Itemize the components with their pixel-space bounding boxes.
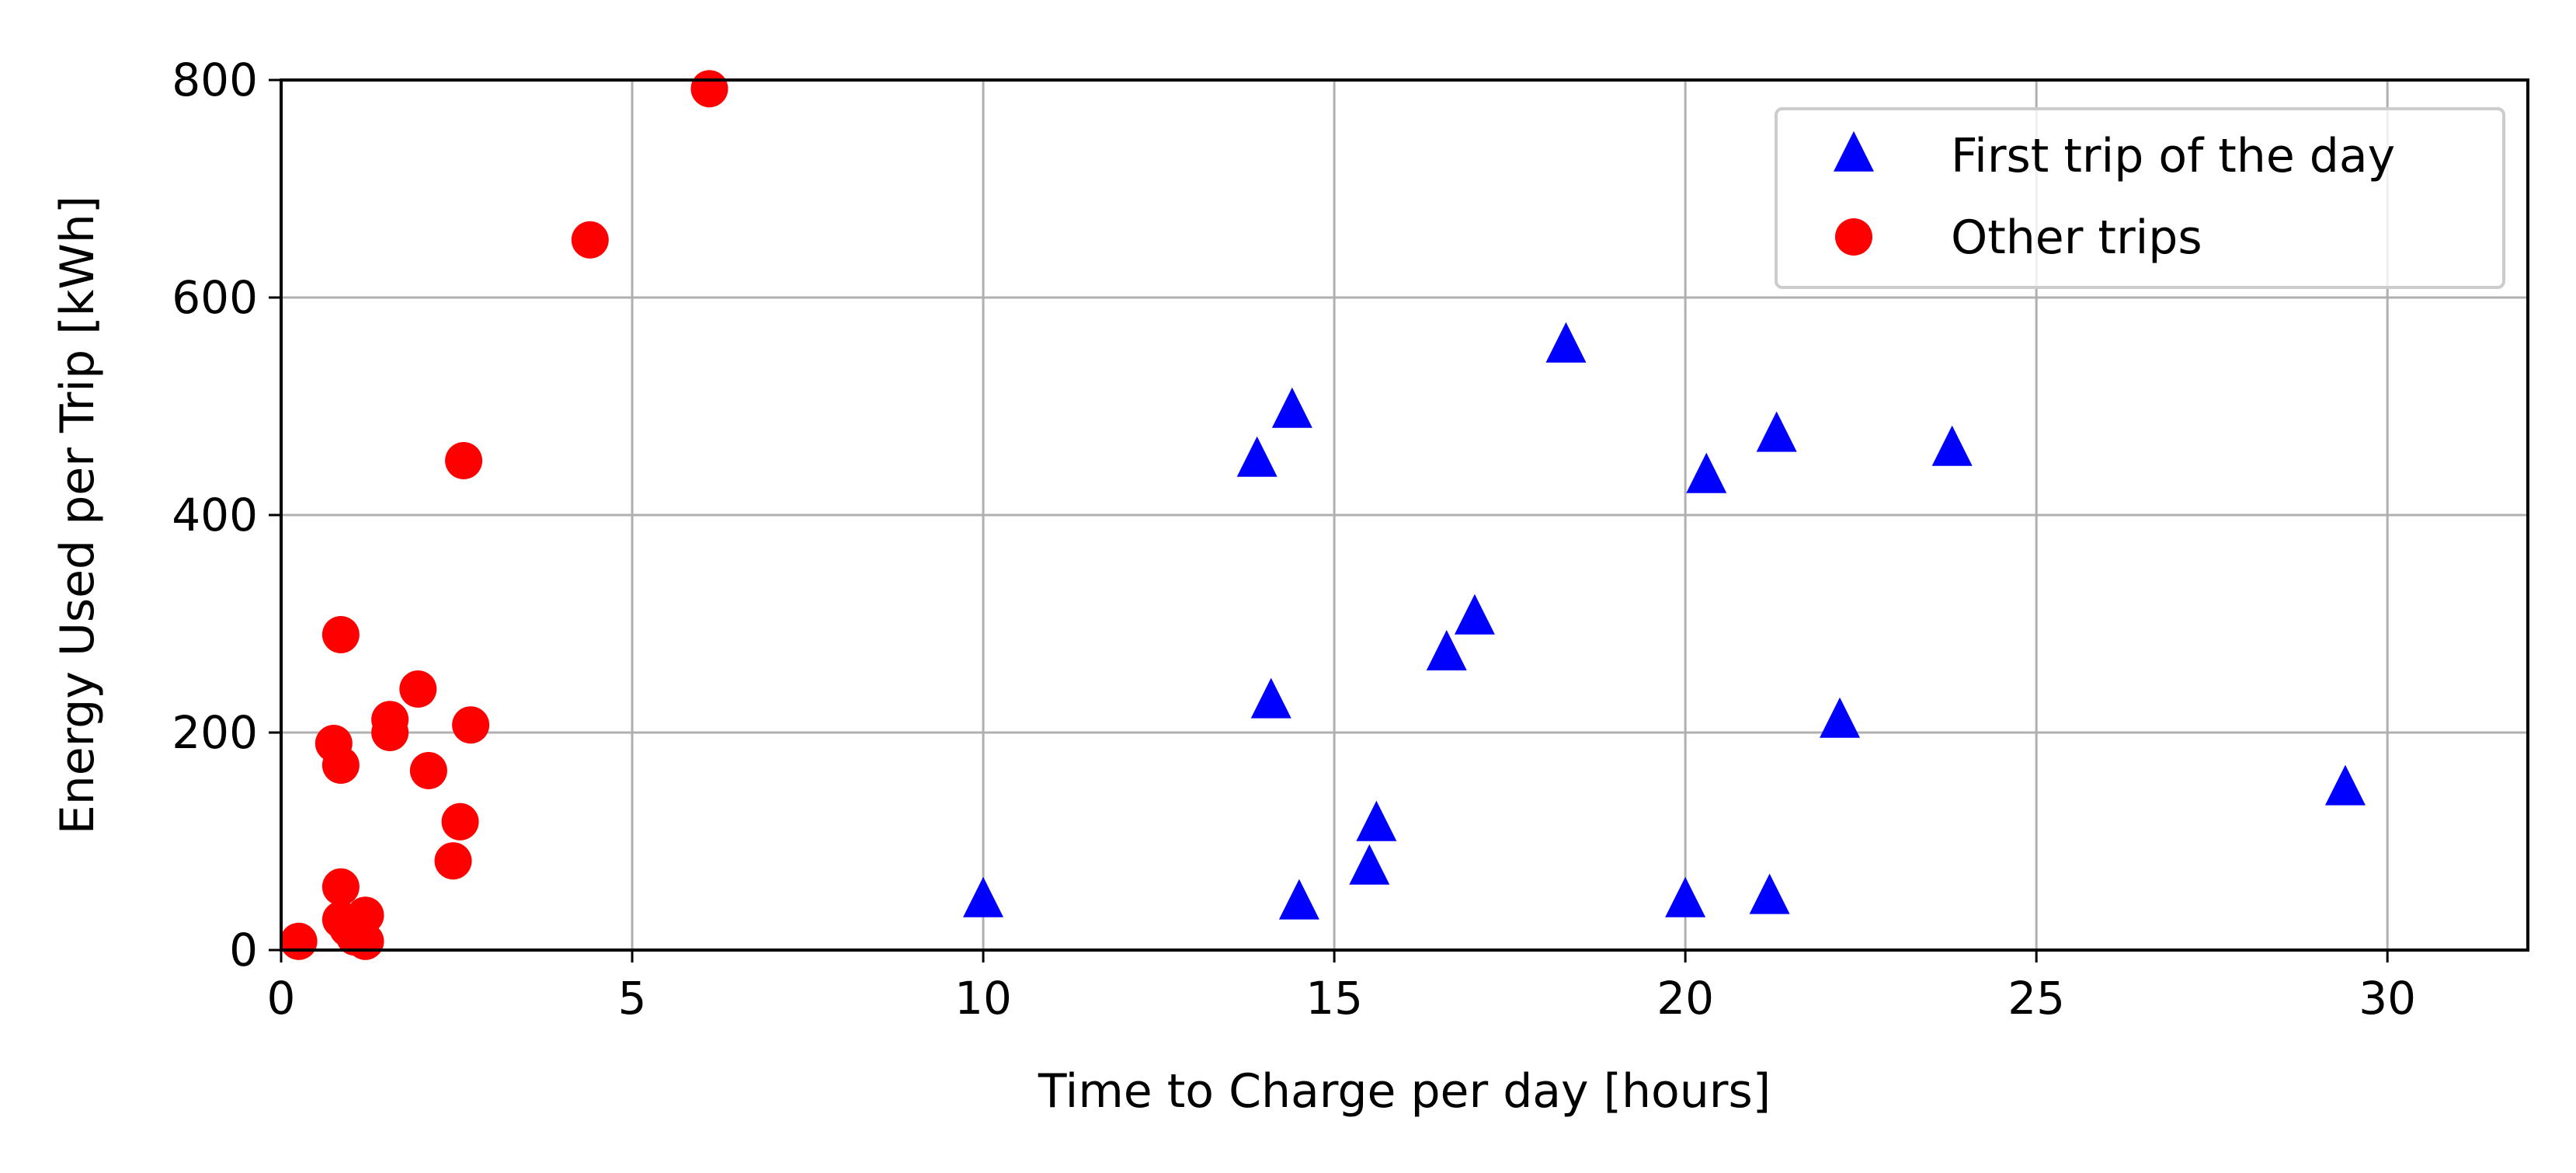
first-trip-point bbox=[2324, 764, 2366, 806]
other-trip-point bbox=[571, 221, 609, 259]
other-trip-point bbox=[445, 442, 483, 479]
first-trip-point bbox=[1820, 697, 1861, 738]
legend-box bbox=[1775, 107, 2505, 289]
x-tick-label: 0 bbox=[267, 972, 296, 1025]
first-trip-point bbox=[1356, 800, 1397, 841]
x-axis-label: Time to Charge per day [hours] bbox=[1038, 1064, 1771, 1119]
first-trip-point bbox=[1271, 387, 1312, 428]
first-trip-point bbox=[1545, 322, 1587, 363]
legend-label: Other trips bbox=[1951, 211, 2202, 265]
x-tick-label: 10 bbox=[954, 972, 1012, 1025]
x-tick-label: 15 bbox=[1305, 972, 1363, 1025]
legend-marker-first-trip bbox=[1834, 131, 1874, 172]
other-trip-point bbox=[371, 714, 409, 751]
y-axis-label: Energy Used per Trip [kWh] bbox=[50, 196, 105, 834]
other-trip-point bbox=[399, 670, 437, 708]
y-tick-label: 800 bbox=[172, 54, 258, 106]
first-trip-point bbox=[1250, 677, 1291, 719]
axis-ticks: 0 5 10 15 20 25 30 0 200 400 600 800 bbox=[172, 54, 2416, 1025]
other-trip-point bbox=[690, 70, 728, 108]
first-trip-point bbox=[1686, 452, 1727, 493]
other-trip-point bbox=[322, 868, 360, 906]
y-tick-label: 400 bbox=[172, 489, 258, 541]
other-trip-point bbox=[322, 747, 360, 784]
legend-marker-other-trips bbox=[1835, 218, 1872, 256]
first-trip-point bbox=[1756, 411, 1797, 452]
first-trip-point bbox=[1426, 630, 1467, 670]
x-tick-label: 25 bbox=[2008, 972, 2065, 1025]
x-tick-label: 30 bbox=[2359, 972, 2416, 1025]
first-trip-point bbox=[1454, 593, 1495, 635]
other-trip-point bbox=[346, 896, 384, 935]
y-tick-label: 200 bbox=[172, 706, 258, 759]
y-tick-label: 600 bbox=[172, 271, 258, 324]
first-trip-point bbox=[1749, 873, 1790, 914]
first-trip-point bbox=[1278, 879, 1319, 920]
x-tick-label: 5 bbox=[618, 972, 647, 1025]
first-trip-point bbox=[963, 876, 1004, 917]
other-trip-point bbox=[452, 706, 490, 744]
y-tick-label: 0 bbox=[229, 924, 258, 976]
first-trip-point bbox=[1665, 876, 1706, 917]
first-trip-point bbox=[1931, 425, 1973, 466]
other-trip-point bbox=[409, 752, 447, 789]
first-trip-point bbox=[1349, 844, 1390, 885]
x-tick-label: 20 bbox=[1656, 972, 1714, 1025]
other-trip-point bbox=[434, 842, 472, 880]
legend-label: First trip of the day bbox=[1951, 129, 2395, 183]
other-trip-point bbox=[441, 802, 479, 841]
other-trip-point bbox=[280, 922, 318, 960]
first-trip-point bbox=[1236, 436, 1278, 477]
other-trip-point bbox=[322, 616, 360, 653]
legend: First trip of the day Other trips bbox=[1775, 107, 2505, 289]
